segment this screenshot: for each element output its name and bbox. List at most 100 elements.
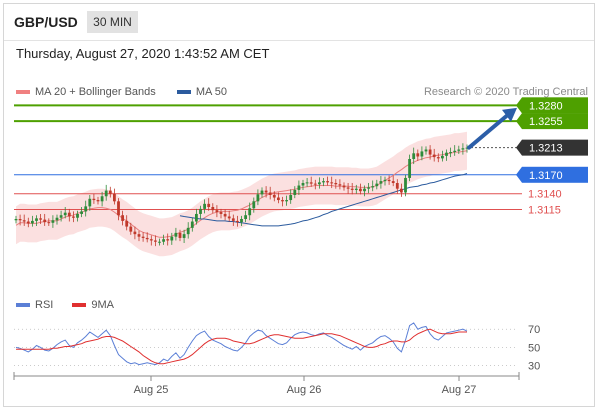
candle-body [305, 182, 309, 184]
price-tag-1-3213-bg [522, 139, 588, 156]
candle-body [96, 200, 100, 202]
candle-body [18, 219, 22, 221]
ma50-line [179, 173, 468, 227]
candle-body [408, 159, 411, 178]
ma20-line [15, 150, 468, 238]
candle-body [449, 152, 452, 154]
price-tag-1-3170-bg [522, 166, 588, 183]
candle-body [260, 190, 264, 195]
timeframe-badge[interactable]: 30 MIN [87, 11, 138, 33]
legend-label-rsi: RSI [35, 299, 54, 311]
candle-body [432, 154, 436, 158]
candle-body [137, 234, 141, 237]
candle-body [170, 236, 174, 241]
legend-item-rsi: RSI [16, 299, 53, 311]
candle-body [80, 211, 83, 214]
candle-body [223, 213, 227, 217]
price-legend: MA 20 + Bollinger Bands MA 50 [16, 86, 245, 98]
candle-body [313, 183, 317, 185]
price-tag-1-3280-bg [522, 97, 588, 114]
legend-item-bollinger: MA 20 + Bollinger Bands [16, 86, 156, 98]
candle-body [375, 183, 379, 187]
candle-body [72, 216, 75, 218]
candle-body [367, 187, 370, 189]
candle-body [281, 200, 284, 202]
candle-body [145, 237, 149, 240]
legend-swatch-ma50 [176, 90, 191, 95]
price-tag-1-3140: 1.3140 [528, 189, 562, 201]
candle-body [264, 190, 268, 193]
candle-body [457, 149, 461, 151]
candle-body [420, 151, 424, 157]
legend-item-9ma: 9MA [72, 299, 114, 311]
candle-body [354, 188, 358, 190]
candle-body [465, 147, 469, 149]
candle-body [383, 179, 387, 182]
candle-body [31, 220, 34, 224]
candle-body [416, 153, 420, 157]
candle-body [350, 188, 354, 190]
candle-body [379, 181, 383, 184]
forecast-arrow [467, 111, 511, 150]
candle-body [248, 208, 252, 216]
candle-body [252, 201, 256, 209]
price-chart: 1.3280 1.3255 1.3213 1.3170 1.3140 1.3115 70 50… [13, 97, 588, 396]
candle-body [203, 203, 206, 209]
candle-body [199, 208, 202, 214]
candle-body [190, 221, 194, 228]
candle-body [301, 183, 305, 186]
candle-body [186, 227, 190, 235]
candle-body [154, 240, 157, 242]
candle-body [84, 206, 88, 212]
candle-body [371, 186, 375, 188]
candle-body [211, 207, 215, 211]
legend-label-ma50: MA 50 [195, 86, 228, 98]
candle-body [133, 231, 137, 235]
candle-body [424, 149, 428, 152]
candle-body [236, 220, 239, 223]
candle-body [240, 219, 243, 223]
candle-body [322, 181, 325, 183]
candle-body [100, 196, 104, 202]
rsi-tick-30: 30 [528, 360, 540, 372]
price-tag-1-3255: 1.3255 [529, 116, 563, 128]
candle-body [391, 181, 395, 183]
price-tag-1-3280-pointer [516, 97, 522, 114]
candle-body [445, 152, 448, 156]
legend-swatch-9ma [72, 303, 87, 308]
legend-swatch-bollinger [16, 90, 30, 95]
candle-body [43, 219, 47, 223]
candle-body [342, 185, 346, 188]
candle-body [297, 185, 301, 190]
candle-body [400, 188, 403, 193]
title-bar: GBP/USD 30 MIN [4, 4, 594, 41]
candle-body [117, 201, 120, 216]
legend-swatch-rsi [16, 303, 30, 308]
candle-body [59, 215, 63, 218]
candle-body [121, 215, 124, 221]
candle-body [256, 194, 260, 202]
candle-body [338, 184, 342, 186]
candle-body [277, 197, 280, 201]
candle-body [268, 192, 272, 195]
candle-body [219, 212, 223, 214]
price-tag-1-3213-pointer [516, 139, 522, 156]
price-tag-1-3255-bg [522, 113, 588, 130]
price-tag-1-3115: 1.3115 [528, 205, 561, 217]
candle-body [195, 213, 198, 222]
legend-label-9ma: 9MA [91, 299, 115, 311]
candle-body [174, 232, 178, 237]
legend-item-ma50: MA 50 [176, 86, 228, 98]
legend-label-bollinger: MA 20 + Bollinger Bands [35, 86, 156, 98]
candle-body [39, 218, 42, 220]
candle-body [387, 179, 391, 182]
candle-body [149, 239, 153, 241]
candle-body [330, 182, 334, 184]
candle-body [346, 187, 350, 189]
candle-body [309, 182, 313, 184]
chart-widget: GBP/USD 30 MIN Thursday, August 27, 2020… [3, 3, 595, 407]
x-tick-label: Aug 27 [442, 384, 477, 396]
candle-body [88, 198, 92, 207]
candle-body [104, 190, 108, 197]
price-tag-1-3170-pointer [516, 166, 522, 183]
